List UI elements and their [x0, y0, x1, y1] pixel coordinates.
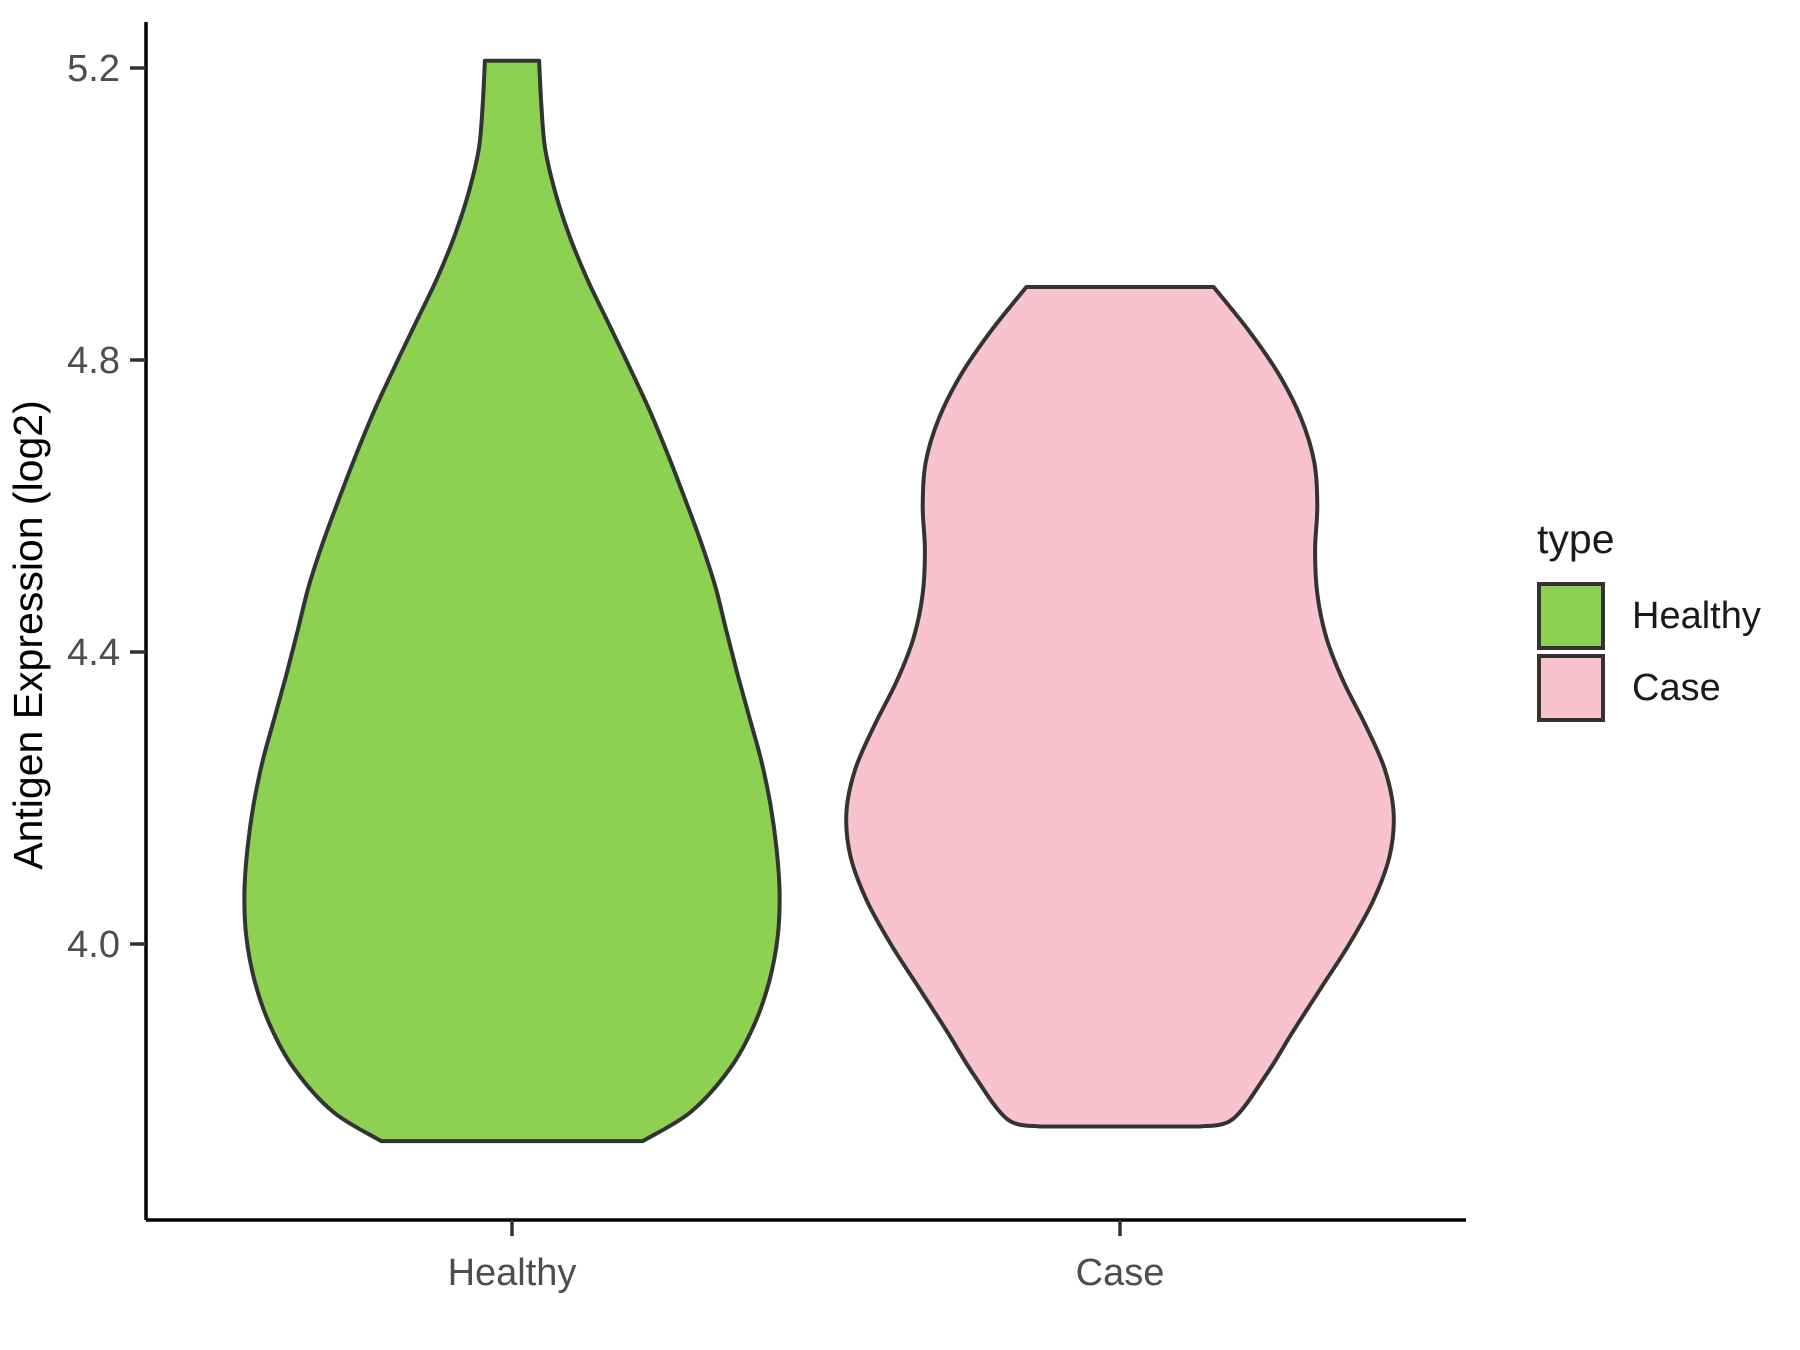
x-tick-label-healthy: Healthy — [448, 1252, 577, 1294]
legend-title: type — [1537, 516, 1615, 562]
y-tick-label-4.0: 4.0 — [67, 924, 120, 966]
legend-item-case: Case — [1537, 654, 1761, 722]
y-tick-label-4.4: 4.4 — [67, 632, 120, 674]
legend-label-healthy: Healthy — [1632, 594, 1761, 637]
legend-label-case: Case — [1632, 666, 1721, 709]
legend-swatch-healthy — [1537, 582, 1605, 650]
y-tick-label-4.8: 4.8 — [67, 340, 120, 382]
violin-healthy — [242, 58, 782, 1144]
y-tick-label-5.2: 5.2 — [67, 48, 120, 90]
x-tick-label-case: Case — [1076, 1252, 1165, 1294]
legend-item-healthy: Healthy — [1537, 582, 1761, 650]
violin-case — [844, 285, 1396, 1129]
y-axis-title: Antigen Expression (log2) — [5, 400, 51, 869]
legend: type Healthy Case — [1537, 515, 1761, 726]
legend-swatch-case — [1537, 654, 1605, 722]
